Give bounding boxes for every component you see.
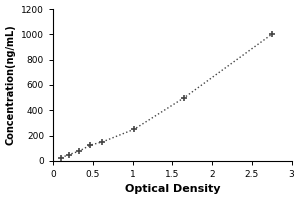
- X-axis label: Optical Density: Optical Density: [124, 184, 220, 194]
- Y-axis label: Concentration(ng/mL): Concentration(ng/mL): [6, 25, 16, 145]
